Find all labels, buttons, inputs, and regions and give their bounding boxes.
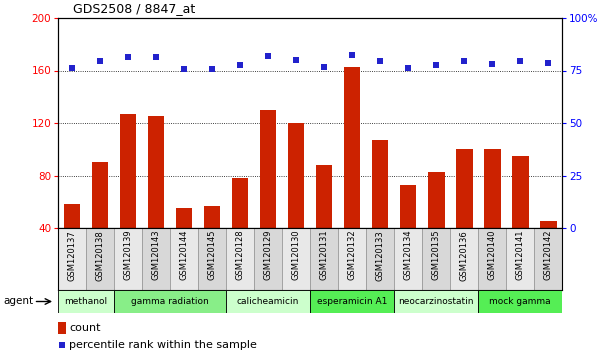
Text: esperamicin A1: esperamicin A1 — [317, 297, 387, 306]
Point — [67, 65, 77, 71]
Point — [179, 66, 189, 72]
Bar — [310, 228, 338, 290]
Bar — [428, 172, 444, 280]
Point — [431, 62, 441, 68]
Bar — [456, 149, 472, 280]
Bar — [478, 290, 562, 313]
Bar — [540, 222, 557, 280]
Bar — [142, 228, 170, 290]
Point — [263, 53, 273, 59]
Text: percentile rank within the sample: percentile rank within the sample — [70, 340, 257, 350]
Bar — [198, 228, 226, 290]
Text: GSM120129: GSM120129 — [263, 230, 273, 280]
Text: calicheamicin: calicheamicin — [237, 297, 299, 306]
Bar — [288, 123, 304, 280]
Bar — [343, 67, 360, 280]
Bar — [371, 140, 389, 280]
Bar — [176, 208, 192, 280]
Point — [403, 65, 413, 71]
Text: GSM120144: GSM120144 — [180, 230, 189, 280]
Bar — [366, 228, 394, 290]
Bar — [114, 290, 226, 313]
Text: mock gamma: mock gamma — [489, 297, 551, 306]
Bar — [58, 321, 65, 334]
Point — [375, 58, 385, 64]
Bar — [310, 290, 394, 313]
Bar — [450, 228, 478, 290]
Bar — [506, 228, 534, 290]
Text: count: count — [70, 323, 101, 333]
Bar — [254, 228, 282, 290]
Text: GSM120138: GSM120138 — [95, 230, 104, 281]
Text: GSM120141: GSM120141 — [516, 230, 525, 280]
Bar — [86, 228, 114, 290]
Point — [207, 66, 217, 72]
Bar — [478, 228, 506, 290]
Bar — [58, 290, 114, 313]
Bar — [422, 228, 450, 290]
Point — [57, 342, 67, 348]
Text: GSM120137: GSM120137 — [68, 230, 76, 281]
Point — [291, 57, 301, 63]
Bar — [534, 228, 562, 290]
Point — [95, 58, 105, 64]
Point — [515, 58, 525, 64]
Point — [459, 58, 469, 64]
Text: gamma radiation: gamma radiation — [131, 297, 209, 306]
Text: GSM120131: GSM120131 — [320, 230, 329, 280]
Bar — [394, 228, 422, 290]
Bar — [232, 178, 249, 280]
Bar — [92, 162, 109, 280]
Text: GSM120140: GSM120140 — [488, 230, 497, 280]
Bar — [148, 116, 164, 280]
Bar — [114, 228, 142, 290]
Text: agent: agent — [3, 297, 33, 307]
Text: GSM120132: GSM120132 — [348, 230, 357, 280]
Bar — [282, 228, 310, 290]
Point — [123, 55, 133, 60]
Point — [543, 60, 553, 65]
Bar — [226, 228, 254, 290]
Text: GSM120143: GSM120143 — [152, 230, 161, 280]
Bar — [511, 156, 529, 280]
Bar — [170, 228, 198, 290]
Bar — [120, 114, 136, 280]
Text: methanol: methanol — [65, 297, 108, 306]
Text: GSM120128: GSM120128 — [236, 230, 244, 280]
Point — [487, 61, 497, 67]
Point — [151, 55, 161, 60]
Bar — [338, 228, 366, 290]
Text: GSM120133: GSM120133 — [376, 230, 384, 281]
Text: neocarzinostatin: neocarzinostatin — [398, 297, 474, 306]
Bar — [394, 290, 478, 313]
Text: GDS2508 / 8847_at: GDS2508 / 8847_at — [73, 2, 196, 15]
Text: GSM120145: GSM120145 — [208, 230, 216, 280]
Bar — [58, 228, 86, 290]
Point — [319, 64, 329, 69]
Bar — [316, 165, 332, 280]
Text: GSM120130: GSM120130 — [291, 230, 301, 280]
Bar — [226, 290, 310, 313]
Bar — [484, 149, 500, 280]
Point — [347, 52, 357, 58]
Text: GSM120139: GSM120139 — [123, 230, 133, 280]
Text: GSM120142: GSM120142 — [544, 230, 552, 280]
Text: GSM120136: GSM120136 — [459, 230, 469, 281]
Bar — [64, 204, 81, 280]
Point — [235, 62, 245, 68]
Bar — [203, 206, 221, 280]
Text: GSM120134: GSM120134 — [404, 230, 412, 280]
Text: GSM120135: GSM120135 — [431, 230, 441, 280]
Bar — [260, 110, 276, 280]
Bar — [400, 185, 417, 280]
